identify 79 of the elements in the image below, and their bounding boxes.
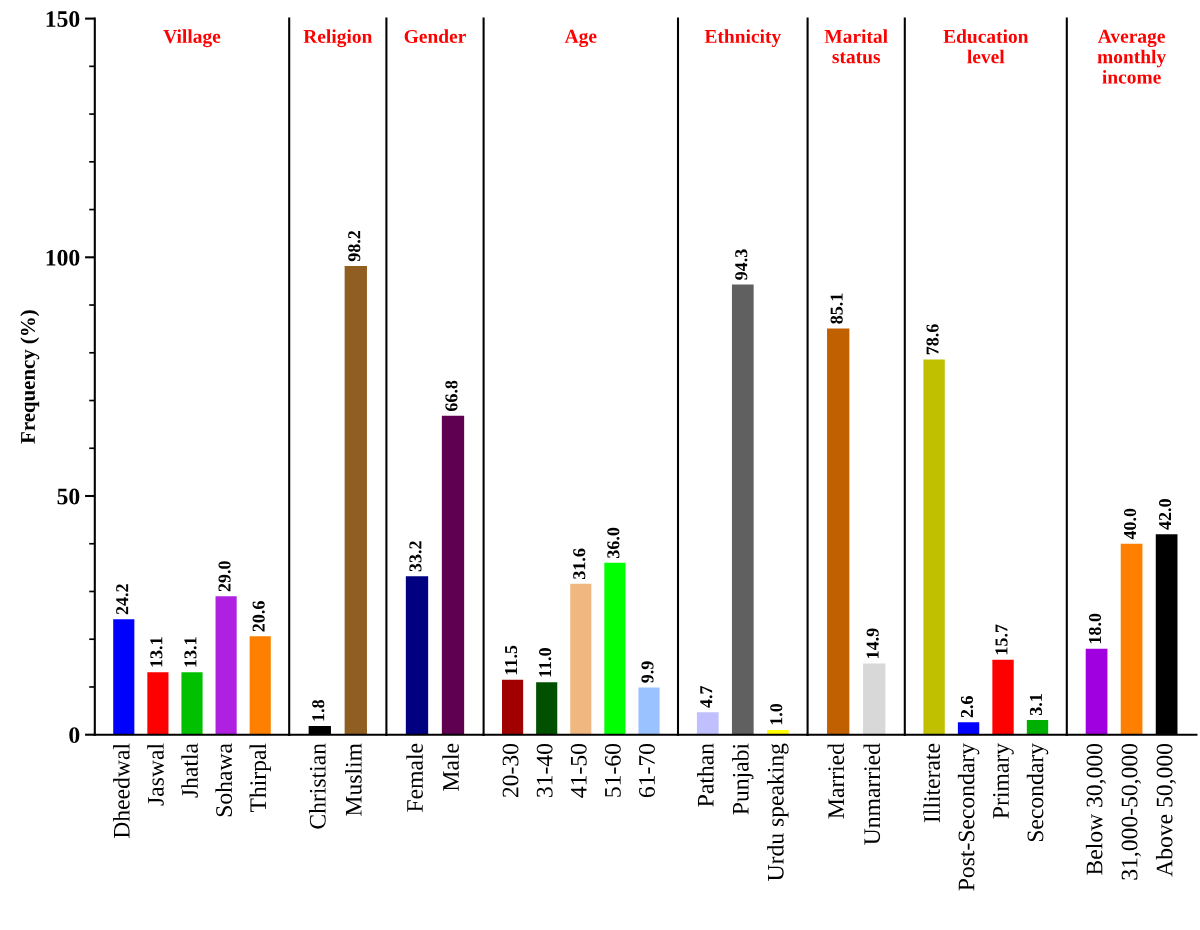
data-label: 40.0 xyxy=(1123,508,1137,540)
x-tick-label: Illiterate xyxy=(923,743,941,823)
x-tick-label: Post-Secondary xyxy=(957,743,980,891)
bar xyxy=(570,583,592,735)
x-tick-label: Pathan xyxy=(697,743,714,807)
x-tick-label: Dheedwal xyxy=(113,743,130,839)
data-label: 20.6 xyxy=(252,601,265,632)
x-tick-label: Above 50,000 xyxy=(1155,743,1176,877)
bar xyxy=(923,359,945,735)
x-tick-label: 31,000-50,000 xyxy=(1121,743,1141,880)
text: Average monthly income xyxy=(1097,29,1166,84)
text: Village xyxy=(163,29,221,48)
y-axis-title: Frequency (%) xyxy=(20,310,40,444)
x-tick-label: 51-60 xyxy=(604,743,621,797)
text: Ethnicity xyxy=(704,29,781,48)
data-label: 24.2 xyxy=(116,584,129,615)
data-label: 3.1 xyxy=(1029,694,1043,716)
x-tick-label: Urdu speaking xyxy=(767,743,789,881)
data-label: 9.9 xyxy=(641,661,654,683)
bar xyxy=(113,619,135,735)
data-label: 1.8 xyxy=(312,699,325,721)
data-label: 13.1 xyxy=(150,637,163,667)
bar xyxy=(1026,719,1049,735)
bar xyxy=(502,679,524,735)
x-tick-label: Male xyxy=(442,743,459,791)
data-label: 36.0 xyxy=(607,527,620,558)
x-tick-label: Jaswal xyxy=(147,743,164,806)
x-tick-label: Female xyxy=(406,743,423,812)
x-tick-label: Punjabi xyxy=(732,743,754,815)
data-label: 85.1 xyxy=(830,293,843,324)
bar xyxy=(249,636,271,735)
text: Marital status xyxy=(824,29,888,64)
data-label: 2.6 xyxy=(960,696,974,718)
data-label: 14.9 xyxy=(866,628,879,658)
bar xyxy=(536,682,558,735)
y-tick-label: 0 xyxy=(69,727,80,744)
x-tick-label: Secondary xyxy=(1026,743,1049,842)
data-label: 18.0 xyxy=(1088,613,1102,644)
y-tick-label: 50 xyxy=(57,488,80,505)
x-tick-label: Sohawa xyxy=(215,743,233,817)
data-label: 11.5 xyxy=(505,645,518,675)
y-tick-label: 100 xyxy=(46,249,80,266)
bar xyxy=(604,562,626,735)
bar xyxy=(215,596,237,735)
data-label: 1.0 xyxy=(770,703,783,725)
x-tick-label: Jhatla xyxy=(181,743,198,798)
x-tick-label: Christian xyxy=(309,743,326,829)
x-tick-label: 61-70 xyxy=(638,743,655,798)
bar xyxy=(638,687,660,735)
bar xyxy=(992,659,1014,735)
data-label: 94.3 xyxy=(735,249,748,280)
x-tick-label: 31-40 xyxy=(536,743,553,797)
data-label: 66.8 xyxy=(445,380,458,412)
y-tick-label: 150 xyxy=(46,11,80,28)
x-tick-label: Below 30,000 xyxy=(1085,743,1106,875)
text: Age xyxy=(564,29,597,47)
data-label: 42.0 xyxy=(1158,499,1172,530)
data-label: 33.2 xyxy=(409,541,422,572)
x-tick-label: 20-30 xyxy=(502,743,519,798)
chart-title: Gender xyxy=(404,29,466,44)
bar xyxy=(147,672,169,735)
data-label: 11.0 xyxy=(539,648,552,677)
x-tick-label: Primary xyxy=(993,743,1014,819)
x-tick-label: Married xyxy=(827,743,845,819)
data-label: 78.6 xyxy=(926,324,939,355)
data-label: 98.2 xyxy=(348,230,361,262)
bar xyxy=(181,672,203,735)
data-label: 4.7 xyxy=(700,685,713,708)
data-label: 13.1 xyxy=(184,637,197,667)
text: Religion xyxy=(303,29,373,48)
x-tick-label: Unmarried xyxy=(863,743,881,845)
x-tick-label: 41-50 xyxy=(570,743,587,798)
x-tick-label: Thirpal xyxy=(249,743,271,813)
bar xyxy=(957,722,980,735)
data-label: 29.0 xyxy=(218,561,231,592)
text: Education level xyxy=(943,29,1029,64)
x-tick-label: Muslim xyxy=(345,743,362,816)
data-label: 15.7 xyxy=(995,624,1008,655)
data-label: 31.6 xyxy=(573,548,586,579)
